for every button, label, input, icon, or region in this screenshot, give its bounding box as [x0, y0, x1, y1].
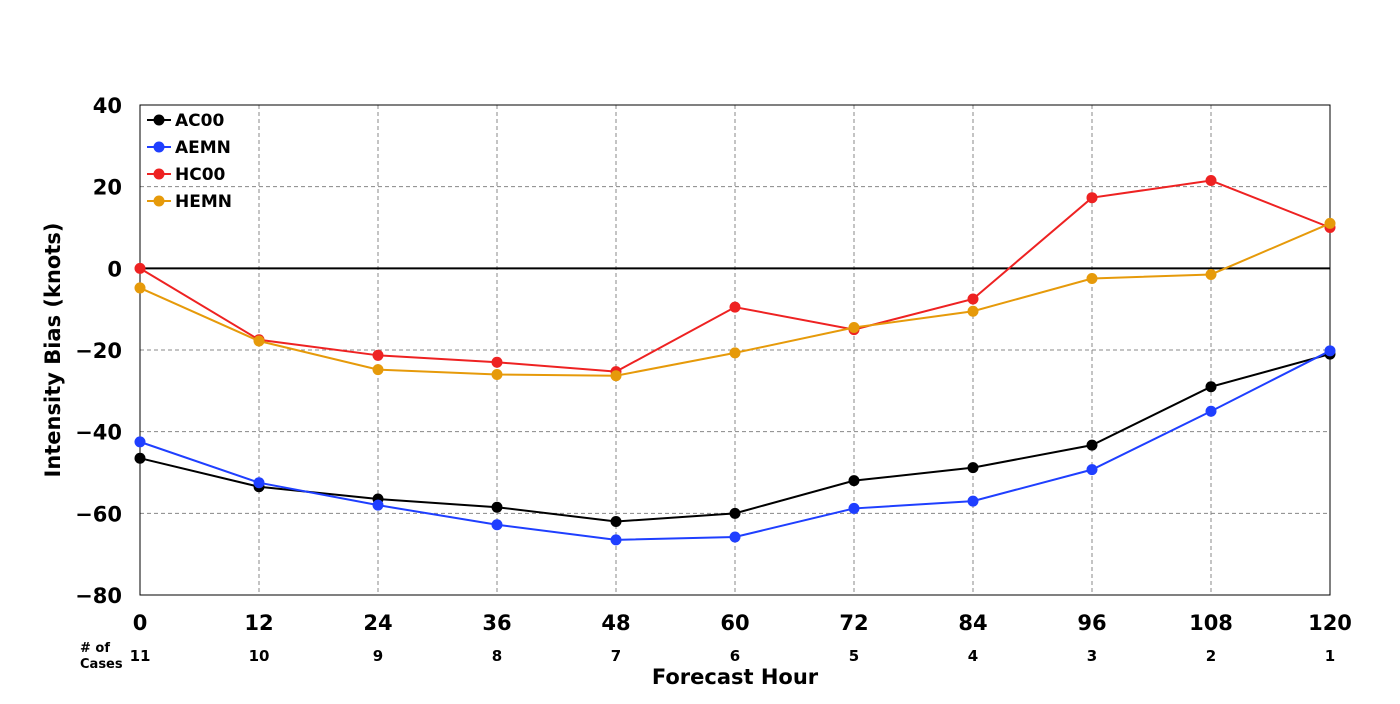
data-point-aemn [253, 477, 265, 489]
y-tick-label: −60 [75, 502, 122, 526]
x-axis-title: Forecast Hour [652, 665, 819, 689]
legend-label: AEMN [175, 138, 231, 158]
data-point-ac00 [848, 475, 860, 487]
data-point-hc00 [372, 349, 384, 361]
legend: AC00 AEMN HC00 HEMN [147, 111, 232, 212]
case-count-label: 1 [1325, 647, 1335, 665]
legend-label: HEMN [175, 192, 232, 212]
data-point-hemn [134, 282, 146, 294]
case-count-label: 9 [373, 647, 383, 665]
legend-item-aemn: AEMN [147, 138, 231, 158]
series-group [134, 175, 1336, 546]
y-tick-label: 40 [93, 94, 122, 118]
data-point-aemn [1086, 464, 1098, 476]
legend-label: HC00 [175, 165, 226, 185]
x-tick-label: 12 [244, 611, 273, 635]
legend-swatch-marker [153, 195, 165, 207]
data-point-hemn [253, 335, 265, 347]
data-point-hc00 [967, 293, 979, 305]
cases-row: 11 10 9 8 7 6 5 4 3 2 1 [130, 647, 1336, 665]
data-point-aemn [848, 502, 860, 514]
data-point-aemn [967, 495, 979, 507]
x-tick-label: 96 [1077, 611, 1106, 635]
x-tick-label: 36 [482, 611, 511, 635]
data-point-aemn [1205, 405, 1217, 417]
y-tick-label: −80 [75, 584, 122, 608]
x-tick-label: 84 [958, 611, 987, 635]
case-count-label: 10 [249, 647, 270, 665]
legend-label: AC00 [175, 111, 224, 131]
case-count-label: 2 [1206, 647, 1216, 665]
data-point-aemn [1324, 345, 1336, 357]
data-point-ac00 [610, 516, 622, 527]
data-point-ac00 [1086, 439, 1098, 451]
case-count-label: 8 [492, 647, 502, 665]
data-point-ac00 [729, 507, 741, 519]
x-tick-label: 48 [601, 611, 630, 635]
data-point-hemn [1324, 217, 1336, 229]
series-aemn [134, 345, 1336, 546]
data-point-aemn [491, 519, 503, 531]
legend-swatch-marker [153, 168, 165, 180]
legend-item-ac00: AC00 [147, 111, 224, 131]
x-tick-label: 0 [133, 611, 148, 635]
data-point-hc00 [491, 356, 503, 368]
x-tick-label: 108 [1189, 611, 1233, 635]
data-point-aemn [729, 531, 741, 543]
legend-swatch-marker [153, 114, 165, 126]
legend-swatch-marker [153, 141, 165, 153]
y-tick-label: −20 [75, 339, 122, 363]
case-count-label: 6 [730, 647, 740, 665]
y-axis-title: Intensity Bias (knots) [41, 223, 65, 478]
data-point-aemn [372, 499, 384, 511]
data-point-hemn [610, 370, 622, 382]
data-point-ac00 [491, 501, 503, 513]
y-tick-label: 20 [93, 176, 122, 200]
data-point-hemn [729, 347, 741, 359]
case-count-label: 7 [611, 647, 621, 665]
legend-item-hemn: HEMN [147, 192, 232, 212]
data-point-hemn [1086, 273, 1098, 285]
x-axis-ticks: 0 12 24 36 48 60 72 84 96 108 120 [133, 611, 1352, 635]
case-count-label: 5 [849, 647, 859, 665]
x-tick-label: 72 [839, 611, 868, 635]
data-point-hemn [1205, 268, 1217, 280]
y-tick-label: −40 [75, 421, 122, 445]
cases-header-line-2: Cases [80, 657, 123, 672]
data-point-hemn [372, 364, 384, 376]
data-point-aemn [610, 534, 622, 546]
data-point-hc00 [1086, 192, 1098, 204]
case-count-label: 3 [1087, 647, 1097, 665]
y-axis-ticks: 40 20 0 −20 −40 −60 −80 [75, 94, 122, 608]
case-count-label: 4 [968, 647, 978, 665]
series-hemn [134, 217, 1336, 382]
legend-item-hc00: HC00 [147, 165, 226, 185]
cases-header-line-1: # of [80, 641, 110, 656]
data-point-hemn [491, 369, 503, 380]
x-tick-label: 120 [1308, 611, 1352, 635]
x-tick-label: 60 [720, 611, 749, 635]
y-tick-label: 0 [107, 257, 122, 281]
data-point-ac00 [967, 462, 979, 474]
data-point-aemn [134, 436, 146, 448]
data-point-ac00 [1205, 381, 1217, 393]
x-tick-label: 24 [363, 611, 392, 635]
data-point-hc00 [1205, 175, 1217, 187]
data-point-hc00 [134, 262, 146, 274]
data-point-ac00 [134, 452, 146, 464]
data-point-hc00 [729, 301, 741, 313]
data-point-hemn [848, 322, 860, 334]
case-count-label: 11 [130, 647, 151, 665]
data-point-hemn [967, 305, 979, 317]
